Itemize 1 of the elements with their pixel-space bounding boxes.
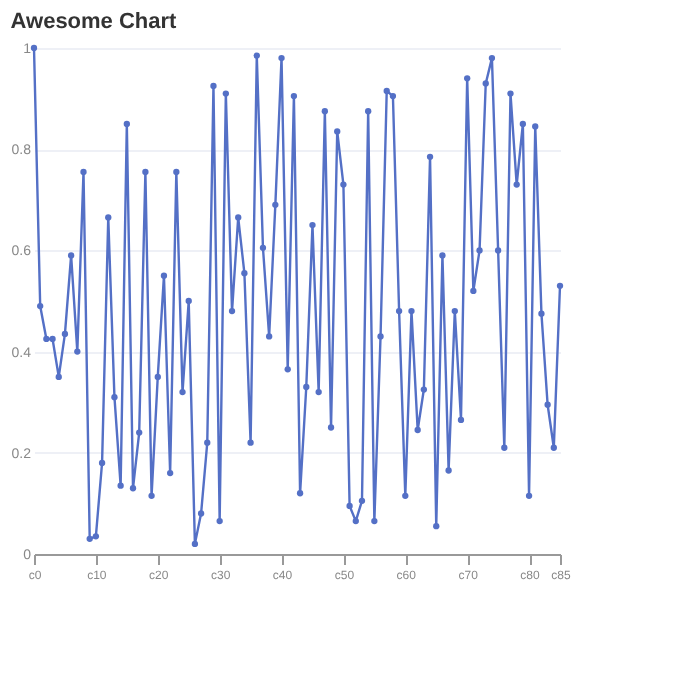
chart-title: Awesome Chart	[10, 10, 178, 34]
